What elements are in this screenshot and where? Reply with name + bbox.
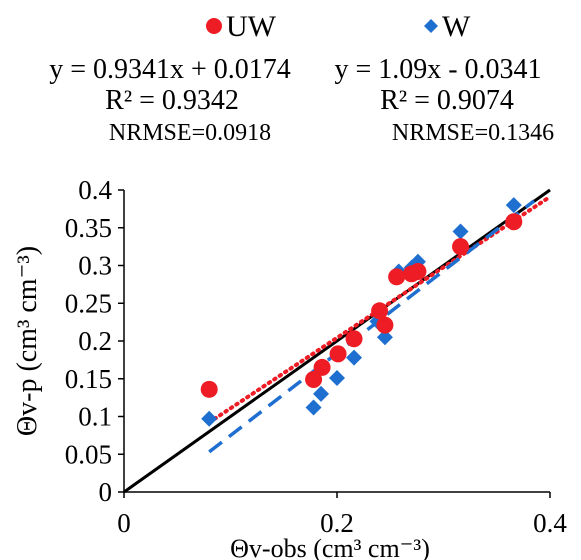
uw-point: [371, 302, 389, 320]
legend-marker-uw: [206, 18, 222, 34]
uw-r2: R² = 0.9342: [105, 85, 239, 116]
x-tick-label: 0: [117, 508, 131, 538]
x-ticks: 0 0.2 0.4: [117, 492, 567, 538]
w-nrmse: NRMSE=0.1346: [392, 120, 554, 146]
one-to-one-line: [123, 188, 551, 494]
x-axis-title: Θv-obs (cm³ cm⁻³): [230, 534, 430, 560]
uw-point: [200, 380, 218, 398]
y-tick-label: 0.2: [78, 326, 112, 356]
w-point: [346, 349, 363, 366]
w-point: [505, 197, 522, 214]
w-point: [305, 399, 322, 416]
w-equation: y = 1.09x - 0.0341: [334, 54, 541, 85]
y-tick-label: 0.1: [78, 402, 112, 432]
y-tick-label: 0: [99, 477, 113, 507]
annotations: y = 0.9341x + 0.0174 R² = 0.9342 NRMSE=0…: [49, 54, 554, 146]
y-tick-label: 0.15: [65, 364, 112, 394]
legend: UW W: [206, 10, 471, 43]
y-tick-label: 0.25: [65, 288, 112, 318]
w-r2: R² = 0.9074: [380, 85, 514, 116]
y-axis-title: Θv-p (cm³ cm⁻³): [12, 246, 43, 436]
legend-label-w: W: [442, 10, 471, 43]
y-tick-label: 0.4: [78, 175, 112, 205]
legend-marker-w: [424, 19, 438, 33]
plot-lines: [123, 188, 552, 494]
legend-label-uw: UW: [226, 10, 277, 43]
uw-point: [505, 213, 523, 231]
uw-point: [452, 238, 470, 256]
w-trendline: [208, 199, 536, 454]
x-tick-label: 0.4: [533, 508, 567, 538]
y-ticks: 0 0.05 0.1 0.15 0.2 0.25 0.3 0.35 0.4: [65, 175, 124, 507]
y-tick-label: 0.35: [65, 213, 112, 243]
uw-point: [313, 358, 331, 376]
w-point: [376, 329, 393, 346]
data-points: [200, 197, 523, 427]
w-point: [452, 223, 469, 240]
x-tick-label: 0.2: [320, 508, 354, 538]
uw-equation: y = 0.9341x + 0.0174: [49, 54, 291, 85]
uw-nrmse: NRMSE=0.0918: [109, 120, 271, 146]
w-point: [313, 385, 330, 402]
uw-point: [376, 316, 394, 334]
uw-point: [345, 330, 363, 348]
uw-point: [409, 263, 427, 281]
w-point: [201, 410, 218, 427]
w-point: [329, 369, 345, 386]
uw-point: [388, 268, 406, 286]
uw-point: [305, 371, 323, 389]
y-tick-label: 0.3: [78, 251, 112, 281]
y-tick-label: 0.05: [65, 439, 112, 469]
uw-point: [329, 345, 347, 363]
